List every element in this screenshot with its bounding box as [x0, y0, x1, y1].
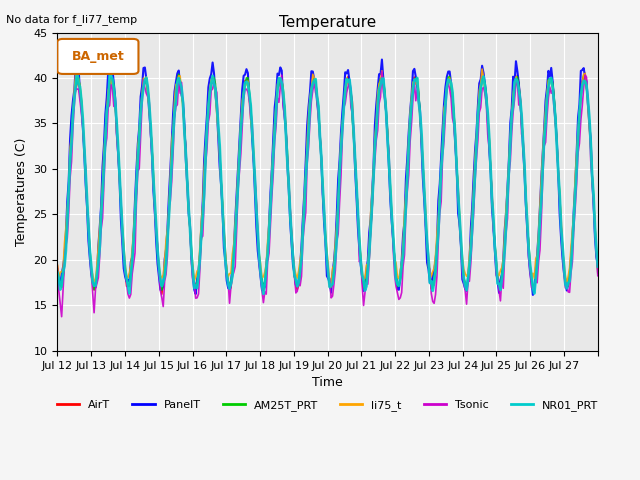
Text: No data for f_li77_temp: No data for f_li77_temp [6, 14, 138, 25]
Text: BA_met: BA_met [72, 50, 124, 63]
Title: Temperature: Temperature [279, 15, 376, 30]
Y-axis label: Temperatures (C): Temperatures (C) [15, 137, 28, 246]
FancyBboxPatch shape [58, 39, 138, 74]
X-axis label: Time: Time [312, 376, 343, 389]
Legend: AirT, PanelT, AM25T_PRT, li75_t, Tsonic, NR01_PRT: AirT, PanelT, AM25T_PRT, li75_t, Tsonic,… [52, 396, 603, 415]
